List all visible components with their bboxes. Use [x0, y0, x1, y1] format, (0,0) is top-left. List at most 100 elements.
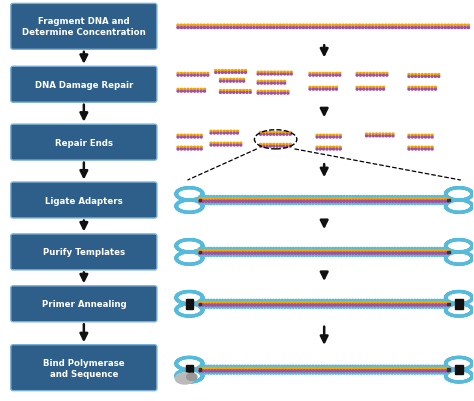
Circle shape — [447, 366, 449, 368]
Circle shape — [471, 259, 473, 261]
Circle shape — [202, 248, 204, 249]
Circle shape — [450, 314, 452, 316]
Circle shape — [250, 300, 252, 301]
Circle shape — [468, 293, 470, 295]
Circle shape — [395, 28, 397, 29]
Circle shape — [177, 196, 179, 198]
Circle shape — [237, 28, 238, 29]
Circle shape — [238, 252, 241, 255]
Circle shape — [190, 251, 192, 253]
Circle shape — [296, 25, 298, 27]
Circle shape — [247, 307, 249, 308]
Circle shape — [179, 301, 181, 303]
Circle shape — [352, 25, 354, 27]
Circle shape — [177, 294, 179, 296]
Circle shape — [415, 76, 417, 78]
Circle shape — [278, 365, 280, 367]
Circle shape — [201, 362, 204, 364]
Circle shape — [257, 91, 259, 93]
Circle shape — [326, 73, 328, 75]
Circle shape — [366, 196, 368, 198]
Circle shape — [318, 255, 320, 257]
Circle shape — [333, 137, 335, 139]
Circle shape — [218, 73, 220, 74]
Circle shape — [187, 187, 189, 189]
Circle shape — [470, 196, 473, 198]
Circle shape — [177, 254, 180, 256]
Circle shape — [198, 293, 200, 295]
Circle shape — [210, 196, 212, 198]
Circle shape — [257, 370, 259, 372]
Circle shape — [201, 374, 204, 376]
Circle shape — [366, 255, 368, 257]
Circle shape — [379, 73, 381, 75]
Circle shape — [187, 137, 189, 139]
Circle shape — [408, 25, 410, 27]
Circle shape — [227, 133, 228, 135]
Circle shape — [369, 203, 371, 205]
Circle shape — [445, 192, 447, 194]
Circle shape — [356, 75, 358, 77]
Circle shape — [464, 25, 466, 27]
Circle shape — [451, 188, 453, 190]
Circle shape — [315, 307, 317, 308]
Circle shape — [435, 250, 437, 252]
Circle shape — [284, 196, 286, 198]
Circle shape — [283, 28, 285, 29]
Circle shape — [284, 367, 287, 370]
Circle shape — [445, 192, 447, 194]
Circle shape — [197, 367, 200, 369]
Circle shape — [461, 263, 464, 265]
Circle shape — [182, 188, 184, 190]
Circle shape — [187, 200, 189, 202]
Circle shape — [452, 304, 454, 306]
Circle shape — [450, 304, 453, 306]
Circle shape — [175, 362, 177, 364]
Circle shape — [312, 370, 315, 372]
Circle shape — [415, 89, 417, 91]
Circle shape — [447, 190, 449, 192]
Circle shape — [214, 370, 217, 372]
Circle shape — [319, 87, 321, 89]
Circle shape — [191, 369, 194, 371]
Circle shape — [329, 137, 331, 139]
Circle shape — [446, 196, 448, 198]
Circle shape — [346, 365, 348, 367]
Circle shape — [452, 368, 455, 370]
Circle shape — [175, 296, 177, 298]
Circle shape — [223, 79, 225, 81]
Circle shape — [312, 373, 314, 374]
Circle shape — [175, 363, 177, 365]
Circle shape — [465, 302, 468, 304]
Circle shape — [465, 380, 467, 382]
Circle shape — [306, 302, 309, 304]
Circle shape — [191, 212, 193, 214]
Circle shape — [447, 197, 449, 199]
Circle shape — [201, 205, 204, 207]
Circle shape — [445, 298, 447, 300]
Circle shape — [339, 250, 342, 252]
Circle shape — [434, 89, 437, 91]
Circle shape — [182, 188, 185, 190]
Circle shape — [255, 196, 257, 198]
Circle shape — [445, 194, 447, 196]
Circle shape — [471, 375, 474, 377]
Circle shape — [233, 196, 235, 198]
Circle shape — [446, 360, 448, 362]
Circle shape — [227, 365, 229, 367]
Circle shape — [460, 369, 463, 371]
Circle shape — [195, 250, 198, 252]
Circle shape — [469, 261, 472, 263]
Circle shape — [446, 365, 448, 367]
Circle shape — [457, 251, 459, 253]
Circle shape — [450, 304, 452, 306]
Circle shape — [287, 365, 289, 367]
Circle shape — [392, 28, 394, 29]
Circle shape — [439, 196, 441, 198]
Circle shape — [471, 362, 473, 364]
Circle shape — [405, 365, 407, 367]
Circle shape — [175, 363, 177, 365]
Circle shape — [202, 373, 204, 374]
Circle shape — [190, 356, 192, 358]
Circle shape — [447, 359, 450, 361]
